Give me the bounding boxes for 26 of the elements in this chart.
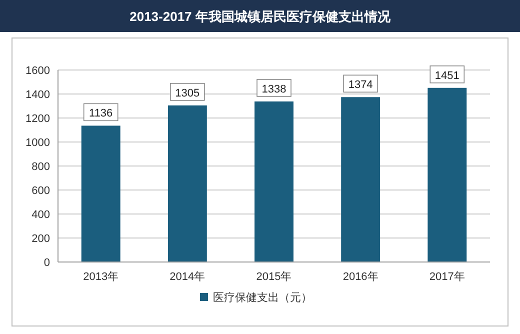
bar — [254, 101, 294, 262]
x-tick-label: 2013年 — [83, 271, 119, 283]
y-tick-label: 200 — [32, 233, 50, 245]
bar — [428, 88, 467, 262]
data-label: 1305 — [175, 87, 200, 100]
bar — [168, 105, 207, 262]
data-label: 1374 — [348, 79, 373, 92]
x-tick-label: 2015年 — [256, 271, 292, 283]
data-label: 1136 — [89, 108, 113, 120]
bar — [341, 97, 380, 262]
y-tick-label: 1000 — [26, 137, 50, 149]
x-tick-label: 2016年 — [342, 271, 378, 283]
chart-title: 2013-2017 年我国城镇居民医疗保健支出情况 — [130, 9, 392, 24]
y-tick-label: 600 — [32, 185, 50, 197]
y-tick-label: 400 — [32, 209, 50, 221]
data-label: 1338 — [262, 83, 286, 96]
y-tick-label: 0 — [44, 257, 50, 269]
x-tick-label: 2014年 — [170, 271, 206, 283]
x-tick-label: 2017年 — [429, 271, 465, 283]
legend-label: 医疗保健支出（元） — [213, 291, 312, 304]
y-tick-label: 1400 — [26, 89, 50, 101]
bar — [81, 126, 120, 262]
data-label: 1451 — [434, 70, 460, 82]
y-tick-label: 1600 — [26, 65, 50, 77]
y-tick-label: 800 — [32, 161, 50, 173]
y-tick-label: 1200 — [26, 113, 50, 125]
